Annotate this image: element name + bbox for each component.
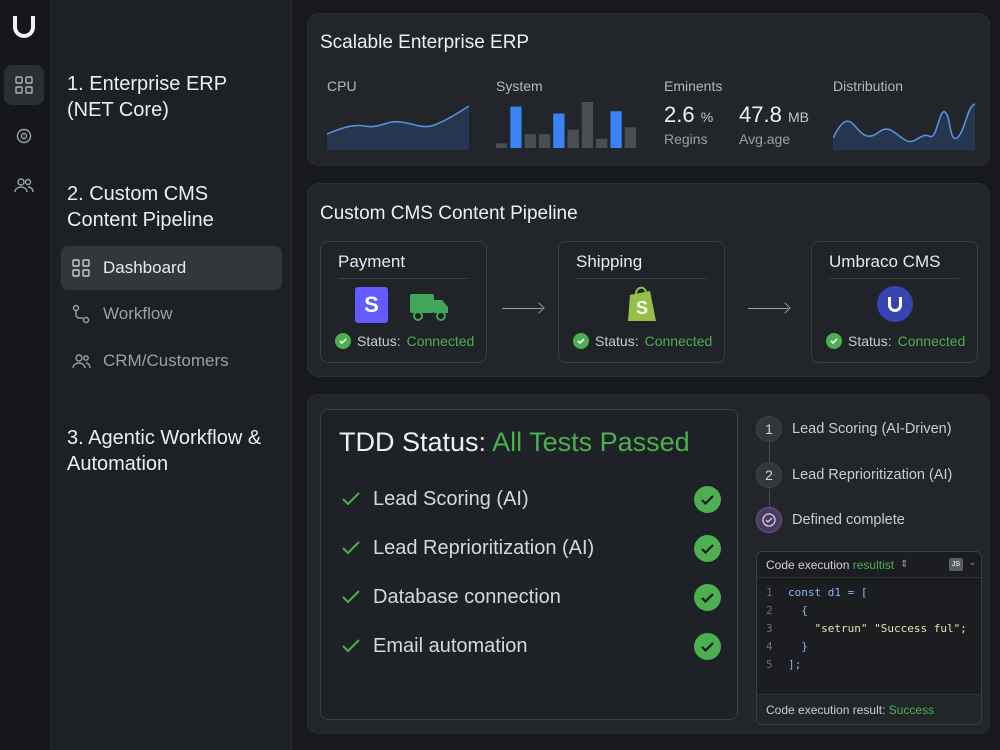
umbraco-icon [877,286,913,322]
check-circle-icon [756,507,782,533]
check-icon [826,333,842,349]
truck-icon [410,294,448,321]
code-panel: Code execution resultist ⇕ JS ⌄ 1 const d… [756,551,982,725]
tdd-title: TDD Status: All Tests Passed [339,427,690,457]
code-line: 2 { [766,604,808,617]
code-line: 1 const d1 = [ [766,586,868,599]
pipeline-box-payment[interactable]: Payment S Status: Connected [320,241,487,363]
users-icon [72,354,91,369]
erp-card: Scalable Enterprise ERP CPU System Emine… [307,13,990,166]
system-bar [567,129,579,148]
step-connector [769,489,770,507]
code-line: 5]; [766,658,802,671]
pipeline-box-title: Shipping [576,252,706,279]
metric-sub-1: Regins [664,131,708,147]
nav-item-label: Dashboard [103,258,187,277]
cpu-sparkline [327,105,469,150]
step-connector [769,443,770,463]
cog-icon [16,128,32,144]
workflow-card: TDD Status: All Tests Passed Lead Scorin… [307,394,990,734]
check-icon [342,541,360,555]
step-3[interactable]: Defined complete [756,507,905,533]
status-indicator: Status: Connected [573,333,712,349]
distribution-sparkline [833,103,975,150]
system-bar [624,127,636,148]
metric-sub-2: Avg.age [739,131,791,147]
system-bar [538,134,551,148]
icon-rail [0,0,51,750]
system-bar [524,134,536,148]
sort-icon: ⇕ [900,559,909,570]
arrow-icon [502,308,542,309]
nav-item-label: CRM/Customers [103,351,229,370]
eminents-label: Eminents [664,78,723,94]
cpu-label: CPU [327,78,357,94]
test-row: Database connection [341,582,721,612]
grid-icon [15,76,33,94]
rail-settings-button[interactable] [4,116,44,156]
metric-value-2: 47.8 MB [739,102,809,127]
system-bar [553,113,565,148]
system-bar [496,143,508,148]
pipeline-box-umbraco[interactable]: Umbraco CMS Status: Connected [811,241,978,363]
check-circle-icon [694,583,721,611]
nav-item-crm[interactable]: CRM/Customers [61,339,282,383]
pipeline-box-title: Umbraco CMS [829,252,959,279]
status-indicator: Status: Connected [335,333,474,349]
users-icon [14,178,34,193]
system-bar [610,111,622,148]
code-line: 3 "setrun" "Success ful"; [766,622,967,635]
stripe-icon: S [355,287,388,323]
system-bar [510,106,522,148]
code-line: 4 } [766,640,808,653]
step-1[interactable]: 1 Lead Scoring (AI-Driven) [756,416,952,442]
nav-section-cms[interactable]: 2. Custom CMS Content Pipeline [67,183,214,231]
system-label: System [496,78,543,94]
check-icon [342,590,360,604]
app-logo [13,16,35,38]
chevron-down-icon: ⌄ [968,557,976,567]
check-circle-icon [694,534,721,562]
grid-icon [72,259,90,277]
erp-title: Scalable Enterprise ERP [320,32,530,53]
check-circle-icon [694,632,721,660]
js-badge: JS [949,558,963,571]
nav-item-dashboard[interactable]: Dashboard [61,246,282,290]
svg-text:S: S [636,298,648,318]
test-row: Lead Reprioritization (AI) [341,533,721,563]
code-result-footer: Code execution result: Success [757,694,981,724]
pipeline-box-shipping[interactable]: Shipping S Status: Connected [558,241,725,363]
check-circle-icon [694,485,721,513]
nav-item-workflow[interactable]: Workflow [61,292,282,336]
test-row: Email automation [341,631,721,661]
shopify-icon: S [628,286,656,321]
rail-dashboard-button[interactable] [4,65,44,105]
pipeline-title: Custom CMS Content Pipeline [320,203,578,224]
rail-users-button[interactable] [4,165,44,205]
pipeline-card: Custom CMS Content Pipeline Payment S St… [307,183,990,377]
code-panel-header[interactable]: Code execution resultist ⇕ JS ⌄ [757,552,981,578]
nav-section-erp[interactable]: 1. Enterprise ERP (NET Core) [67,73,227,121]
check-icon [342,639,360,653]
system-bar [596,138,608,148]
nav-panel: 1. Enterprise ERP (NET Core) 2. Custom C… [51,0,292,750]
check-icon [335,333,351,349]
distribution-label: Distribution [833,78,904,94]
workflow-icon [72,304,90,324]
system-bar-chart [496,102,636,148]
test-row: Lead Scoring (AI) [341,484,721,514]
arrow-icon [748,308,788,309]
check-icon [573,333,589,349]
status-indicator: Status: Connected [826,333,965,349]
system-bar [581,102,594,148]
tdd-status-panel: TDD Status: All Tests Passed Lead Scorin… [320,409,738,720]
pipeline-box-title: Payment [338,252,468,279]
check-icon [342,492,360,506]
metric-value-1: 2.6 % [664,102,714,127]
step-2[interactable]: 2 Lead Reprioritization (AI) [756,462,952,488]
nav-section-agentic[interactable]: 3. Agentic Workflow & Automation [67,427,262,475]
nav-item-label: Workflow [103,304,173,323]
code-body: 1 const d1 = [ 2 { 3 "setrun" "Success fu… [757,578,981,674]
